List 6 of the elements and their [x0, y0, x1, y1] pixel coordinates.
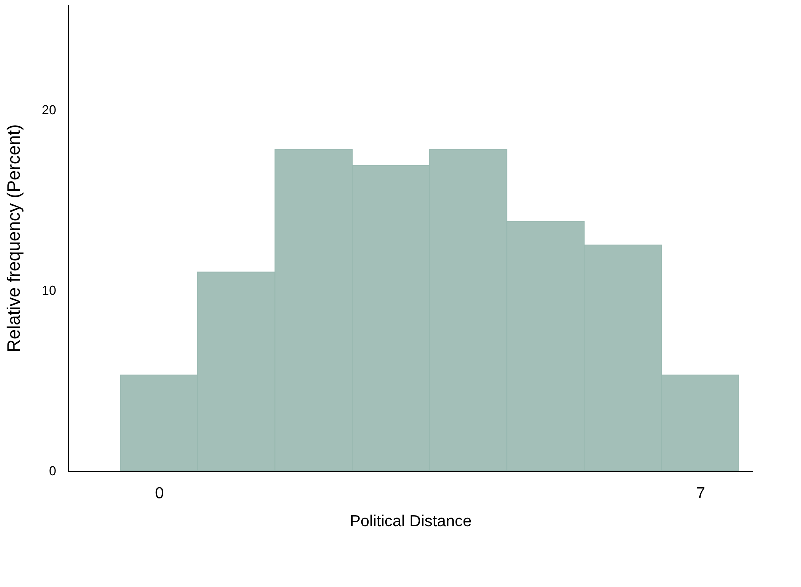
x-tick-label: 7 — [696, 486, 706, 502]
y-tick-label: 0 — [49, 464, 56, 478]
x-axis-title: Political Distance — [350, 514, 472, 530]
y-axis-title: Relative frequency (Percent) — [4, 124, 24, 353]
y-tick-label: 20 — [42, 102, 56, 118]
y-tick-label: 10 — [42, 282, 56, 298]
